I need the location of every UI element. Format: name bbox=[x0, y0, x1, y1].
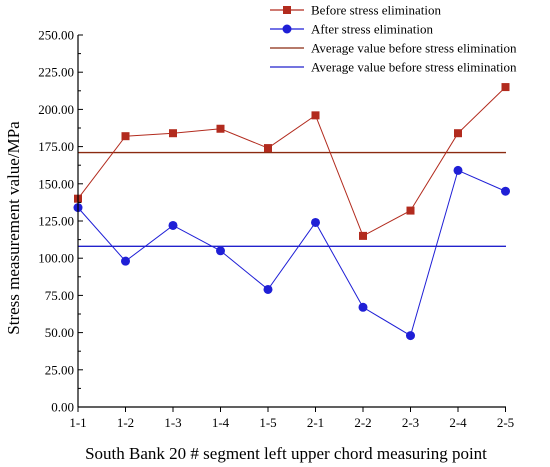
y-tick-label: 50.00 bbox=[45, 325, 74, 340]
before-stress-point bbox=[311, 111, 320, 120]
legend-average-before-1: Average value before stress elimination bbox=[270, 41, 517, 56]
after-stress-series-line bbox=[77, 169, 506, 337]
x-tick-label: 2-2 bbox=[354, 415, 371, 430]
legend-after-stress: After stress elimination bbox=[270, 22, 434, 37]
after-stress-point bbox=[358, 302, 368, 312]
legend-label: Average value before stress elimination bbox=[311, 41, 517, 56]
after-stress-point bbox=[121, 256, 130, 266]
y-tick-label: 100.00 bbox=[38, 251, 74, 266]
after-stress-point bbox=[216, 246, 225, 256]
x-tick-label: 1-2 bbox=[117, 415, 134, 430]
after-stress-point bbox=[453, 165, 463, 175]
y-tick-label: 0.00 bbox=[51, 400, 74, 415]
legend-circle-marker bbox=[282, 24, 292, 34]
x-tick-label: 1-3 bbox=[164, 415, 181, 430]
before-stress-point bbox=[501, 83, 510, 92]
legend: Before stress elimination After stress el… bbox=[270, 3, 517, 75]
y-tick-label: 125.00 bbox=[38, 214, 74, 229]
before-stress-point bbox=[264, 144, 272, 153]
before-stress-point bbox=[169, 129, 177, 138]
y-tick-label: 75.00 bbox=[45, 288, 74, 303]
x-tick-label: 1-5 bbox=[259, 415, 276, 430]
y-tick-label: 175.00 bbox=[38, 139, 74, 154]
before-stress-point bbox=[216, 124, 225, 133]
legend-label: Average value before stress elimination bbox=[311, 60, 517, 75]
y-axis-title: Stress measurement value/MPa bbox=[4, 121, 23, 335]
before-stress-point bbox=[359, 231, 367, 240]
legend-square-marker bbox=[283, 6, 291, 14]
x-tick-label: 2-3 bbox=[402, 415, 419, 430]
series-layer bbox=[73, 83, 510, 341]
before-stress-point bbox=[406, 206, 415, 215]
x-tick-label: 2-5 bbox=[497, 415, 514, 430]
axes: 0.00 25.00 50.00 75.00 100.00 125.00 150.00 175… bbox=[38, 28, 514, 431]
legend-label: After stress elimination bbox=[311, 22, 434, 37]
y-tick-label: 225.00 bbox=[38, 65, 74, 80]
before-stress-point bbox=[454, 129, 462, 138]
legend-before-stress: Before stress elimination bbox=[270, 3, 441, 18]
x-tick-label: 1-1 bbox=[69, 415, 86, 430]
before-stress-point bbox=[121, 132, 130, 141]
y-tick-label: 200.00 bbox=[38, 102, 74, 117]
after-stress-point bbox=[263, 284, 273, 294]
x-tick-label: 2-1 bbox=[307, 415, 324, 430]
legend-label: Before stress elimination bbox=[311, 3, 441, 18]
y-tick-label: 150.00 bbox=[38, 176, 74, 191]
y-tick-label: 25.00 bbox=[45, 362, 74, 377]
after-stress-point bbox=[311, 217, 320, 227]
reference-lines bbox=[78, 151, 506, 247]
after-stress-point bbox=[168, 220, 178, 230]
after-stress-point bbox=[501, 186, 510, 196]
y-tick-label: 250.00 bbox=[38, 28, 74, 43]
x-axis-title: South Bank 20 # segment left upper chord… bbox=[85, 444, 487, 463]
x-tick-label: 2-4 bbox=[449, 415, 467, 430]
x-tick-label: 1-4 bbox=[212, 415, 230, 430]
legend-average-before-2: Average value before stress elimination bbox=[270, 60, 517, 75]
before-stress-series-line bbox=[77, 86, 506, 237]
after-stress-point bbox=[406, 331, 415, 341]
